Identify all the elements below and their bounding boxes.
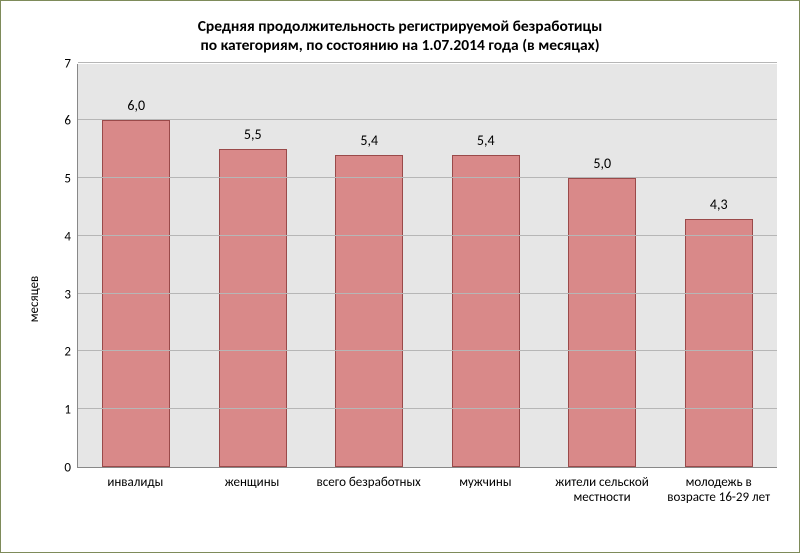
y-tick-label: 0 [43,460,71,475]
x-axis-labels: инвалидыженщинывсего безработныхмужчиныж… [77,472,777,534]
gridline [78,293,777,294]
y-tick-label: 7 [43,56,71,71]
gridline [78,119,777,120]
x-category-label: женщины [194,472,311,534]
bar [452,155,520,467]
bar-slot: 5,0 [544,64,661,467]
y-axis-ticks: 01234567 [43,64,71,534]
x-category-label: инвалиды [77,472,194,534]
y-tick-label: 3 [43,287,71,302]
gridline [78,62,777,63]
bar [335,155,403,467]
x-category-label: мужчины [427,472,544,534]
bar-value-label: 5,4 [311,132,428,149]
bar [219,149,287,466]
bar [685,219,753,467]
chart-block: месяцев 01234567 6,05,55,45,45,04,3 инва… [15,64,785,534]
bar-slot: 6,0 [78,64,195,467]
gridline [78,408,777,409]
gridline [78,350,777,351]
y-tick-label: 5 [43,172,71,187]
gridline [78,235,777,236]
bar-slot: 5,4 [428,64,545,467]
bar-slot: 4,3 [661,64,778,467]
bar-value-label: 5,0 [544,155,661,172]
gridline [78,177,777,178]
y-tick-label: 4 [43,229,71,244]
x-category-label: всего безработных [310,472,427,534]
chart-frame: Средняя продолжительность регистрируемой… [0,0,800,553]
plot-area: 6,05,55,45,45,04,3 [77,64,777,468]
x-category-label: жители сельской местности [544,472,661,534]
bar-slot: 5,5 [195,64,312,467]
bar-value-label: 6,0 [78,97,195,114]
bar-value-label: 5,4 [428,132,545,149]
y-tick-label: 6 [43,114,71,129]
bar-value-label: 4,3 [661,196,778,213]
y-axis-title: месяцев [27,275,42,322]
bar [568,178,636,467]
bars-container: 6,05,55,45,45,04,3 [78,64,777,467]
y-tick-label: 1 [43,403,71,418]
bar-slot: 5,4 [311,64,428,467]
y-tick-label: 2 [43,345,71,360]
bar [102,120,170,466]
x-category-label: молодежь в возрасте 16-29 лет [660,472,777,534]
chart-title: Средняя продолжительность регистрируемой… [15,17,785,56]
bar-value-label: 5,5 [195,126,312,143]
